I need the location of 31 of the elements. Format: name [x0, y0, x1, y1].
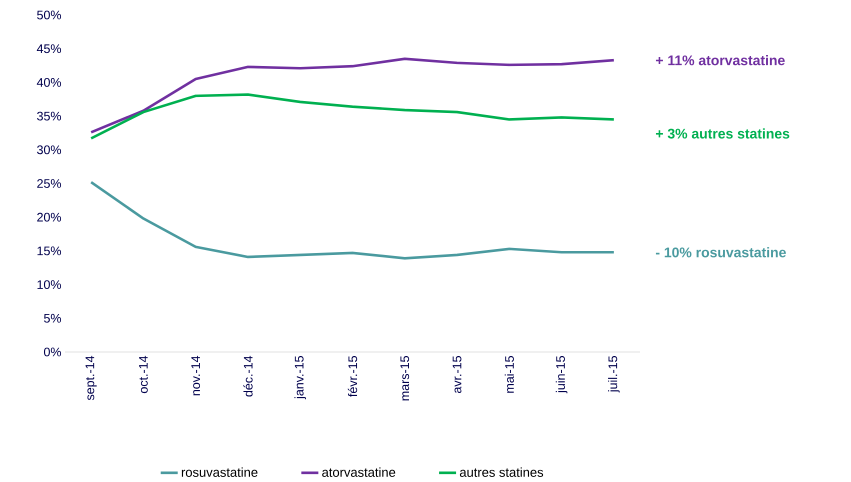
y-tick-label: 20%	[37, 212, 62, 222]
y-tick-label: 0%	[44, 347, 62, 356]
x-tick-label: juin-15	[556, 356, 568, 394]
x-tick-label: déc.-14	[243, 356, 253, 396]
y-tick-label: 40%	[36, 78, 62, 87]
text: + 11% atorvastatine	[656, 54, 785, 66]
y-tick-label: 45%	[36, 44, 62, 53]
line-series	[90, 93, 616, 140]
x-tick-label: mai-15	[504, 356, 514, 393]
text: + 3% autres statines	[656, 128, 790, 138]
x-tick-label: févr.-15	[348, 356, 358, 397]
y-tick-label: 5%	[44, 314, 62, 323]
legend-label: autres statines	[460, 467, 544, 477]
x-tick-label: oct.-14	[139, 356, 148, 393]
x-tick-label: janv.-15	[294, 356, 306, 400]
y-tick-label: 10%	[38, 280, 62, 289]
y-tick-label: 15%	[38, 246, 62, 256]
text: - 10% rosuvastatine	[656, 246, 786, 258]
x-tick-label: juil.-15	[608, 356, 620, 392]
x-tick-label: mars-15	[400, 356, 410, 400]
y-tick-label: 25%	[37, 178, 62, 188]
legend-label: atorvastatine	[322, 467, 396, 477]
y-tick-label: 35%	[37, 112, 62, 120]
line-series	[90, 180, 616, 260]
y-tick-label: 30%	[37, 145, 62, 154]
y-tick-label: 50%	[37, 10, 62, 20]
x-tick-label: sept.-14	[86, 356, 97, 400]
x-tick-label: nov.-14	[191, 356, 200, 396]
x-tick-label: avr.-15	[452, 356, 462, 393]
line-series	[90, 57, 616, 134]
legend-label: rosuvastatine	[182, 467, 258, 477]
